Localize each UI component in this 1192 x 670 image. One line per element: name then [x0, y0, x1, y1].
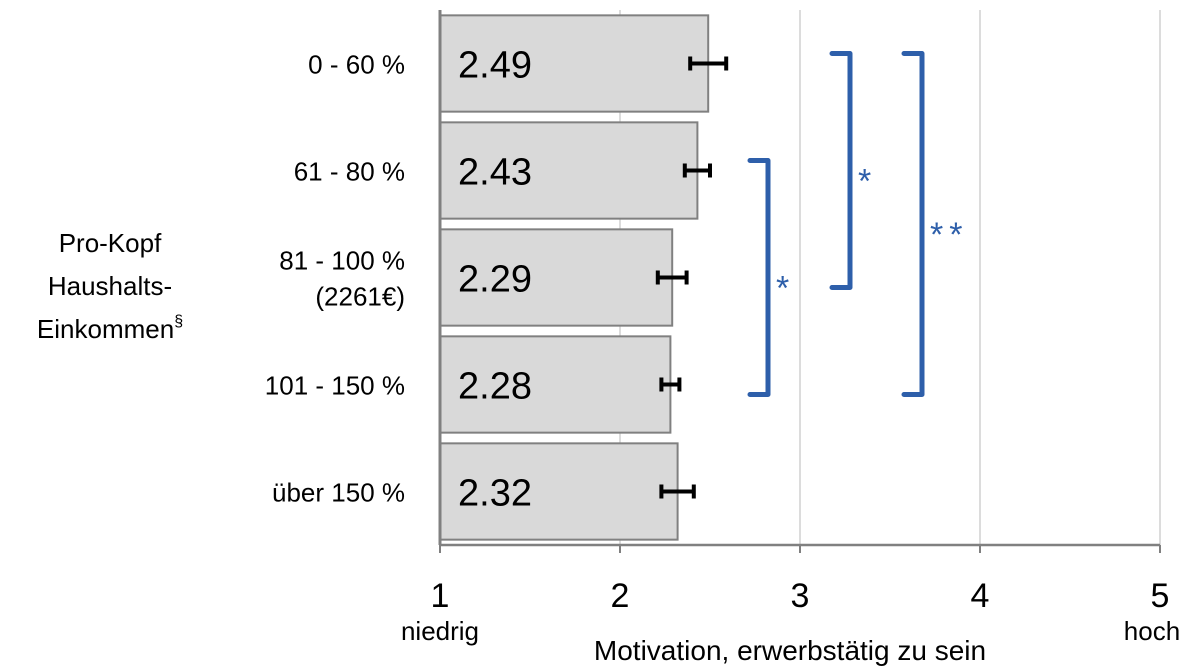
category-label-4: über 150 % — [272, 478, 405, 508]
y-axis-title-line-3-text: Einkommen — [37, 314, 174, 344]
category-label-0: 0 - 60 % — [308, 50, 405, 80]
x-tick-label-3: 3 — [791, 577, 810, 615]
significance-bracket-0 — [747, 158, 771, 397]
bar-value-label-1: 2.43 — [458, 152, 532, 194]
significance-brackets: **** — [747, 51, 968, 397]
significance-label-0: * — [776, 270, 795, 308]
bar-value-label-0: 2.49 — [458, 45, 532, 87]
axes: 1 2 3 4 5 — [431, 10, 1170, 615]
y-axis-title-line-3: Einkommen§ — [37, 313, 183, 344]
x-tick-label-1: 1 — [431, 577, 450, 615]
x-axis-high-label: hoch — [1124, 616, 1180, 646]
category-label-3: 101 - 150 % — [265, 371, 405, 401]
bar-1 — [439, 121, 699, 220]
x-axis-low-label: niedrig — [401, 616, 479, 646]
y-axis-title-line-1: Pro-Kopf — [59, 228, 162, 258]
category-label-2-line-1: (2261€) — [315, 282, 405, 312]
bars: 2.49 2.43 2.29 2.28 2.32 — [439, 14, 729, 541]
category-label-2-line-0: 81 - 100 % — [279, 246, 405, 276]
significance-bracket-2 — [901, 51, 925, 397]
significance-label-2: ** — [930, 216, 968, 254]
significance-label-1: * — [858, 163, 877, 201]
bar-value-label-4: 2.32 — [458, 473, 532, 515]
x-axis-title: Motivation, erwerbstätig zu sein — [594, 635, 986, 666]
bar-3 — [439, 335, 672, 434]
bar-value-label-3: 2.28 — [458, 366, 532, 408]
x-tick-label-5: 5 — [1151, 577, 1170, 615]
category-label-1: 61 - 80 % — [294, 157, 405, 187]
category-labels: 0 - 60 % 61 - 80 % 81 - 100 % (2261€) 101 - … — [265, 50, 405, 508]
y-axis-title-line-2: Haushalts- — [48, 271, 172, 301]
x-tick-label-2: 2 — [611, 577, 630, 615]
bar-value-label-2: 2.29 — [458, 259, 532, 301]
significance-bracket-1 — [829, 51, 853, 290]
x-tick-label-4: 4 — [971, 577, 990, 615]
y-axis-title-superscript: § — [174, 313, 183, 330]
bar-0 — [439, 14, 710, 113]
